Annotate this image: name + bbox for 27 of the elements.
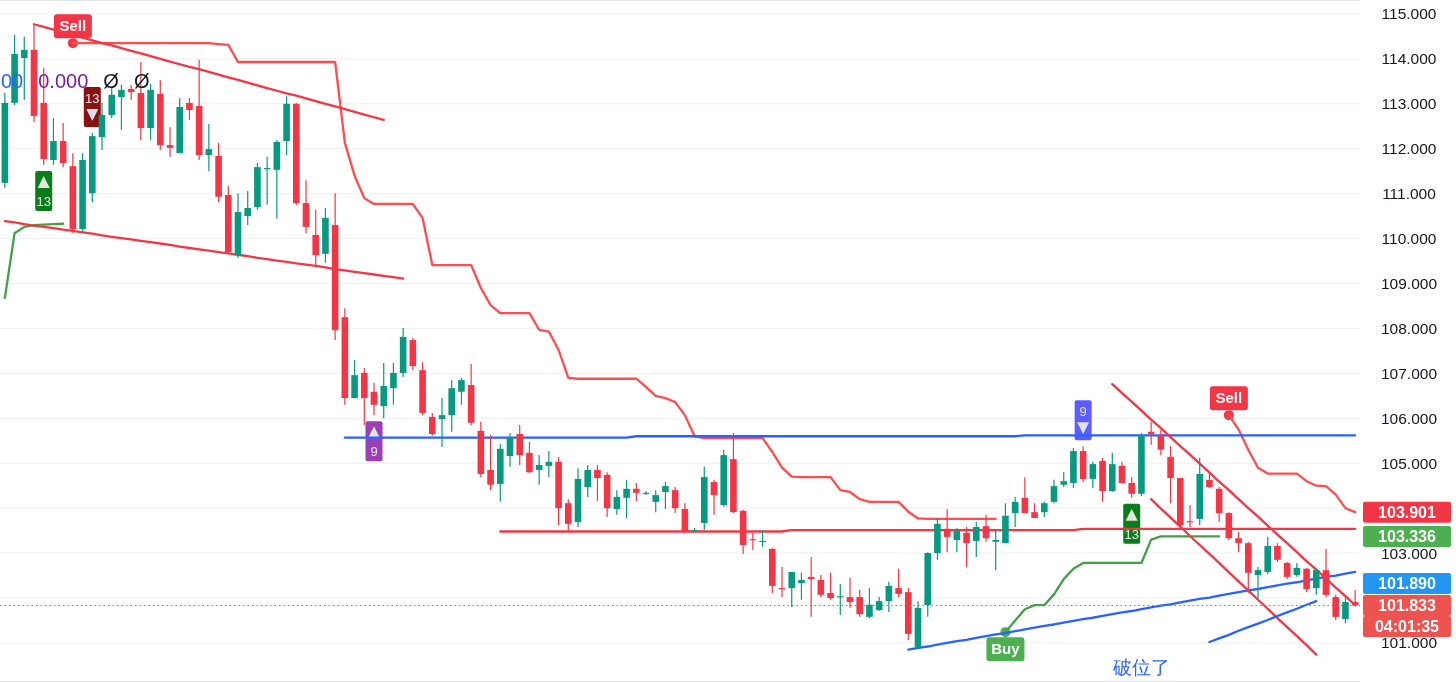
y-tick-label: 101.000 <box>1380 634 1438 652</box>
y-tick-label: 112.000 <box>1381 140 1437 158</box>
annotation: 103.336 <box>1363 525 1451 547</box>
ref-line-label: 101.833 <box>1378 596 1437 614</box>
y-tick-label: 105.000 <box>1380 454 1438 472</box>
annotation: 13 <box>36 193 51 209</box>
y-tick-label: 111.000 <box>1382 185 1437 203</box>
y-tick-label: 114.000 <box>1381 50 1437 68</box>
y-tick-label: 107.000 <box>1380 364 1438 382</box>
y-tick-label: 108.000 <box>1380 319 1438 337</box>
y-tick-label: 106.000 <box>1380 409 1438 427</box>
annotation: Sell <box>53 14 92 49</box>
annotation: 破位了 <box>1112 657 1170 678</box>
annotation: Ø <box>103 70 119 92</box>
annotation: Buy <box>991 640 1021 658</box>
y-tick-label: 110.000 <box>1381 230 1437 248</box>
annotation: Sell <box>59 17 87 35</box>
annotation: Sell <box>1215 389 1243 407</box>
annotation: 101.890 <box>1363 573 1451 594</box>
annotation: 13 <box>85 90 100 106</box>
y-tick-label: 103.000 <box>1380 544 1438 562</box>
y-tick-label: 113.000 <box>1381 95 1437 113</box>
annotation: 13 <box>35 170 53 211</box>
annotation: 04:01:35 <box>1363 616 1451 637</box>
y-tick-label: 109.000 <box>1380 274 1438 292</box>
annotation: 103.901 <box>1363 501 1451 523</box>
y-tick-label: 115.000 <box>1381 5 1437 23</box>
